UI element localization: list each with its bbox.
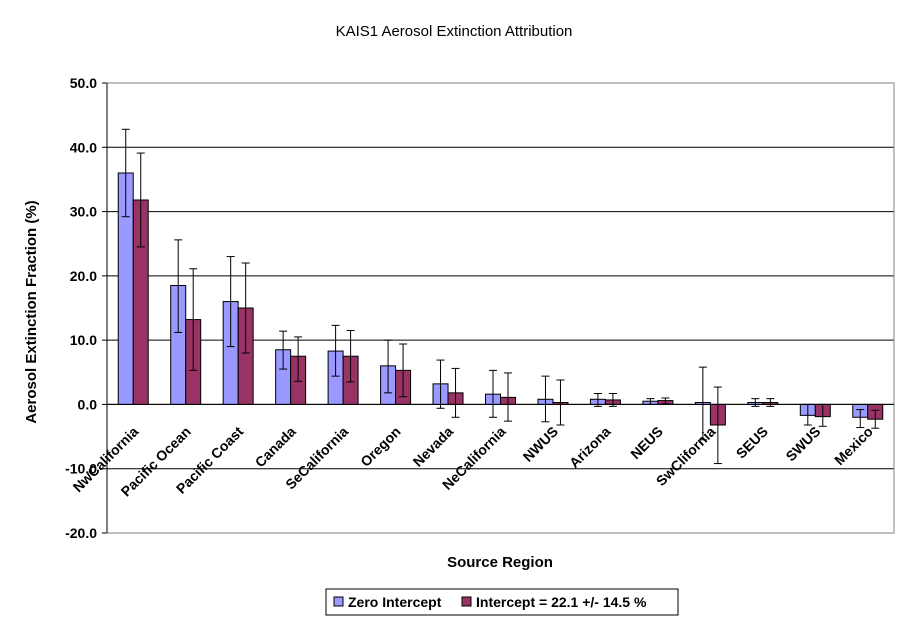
y-tick-label: -10.0: [65, 461, 97, 477]
x-axis-label: Source Region: [447, 554, 553, 571]
y-tick-label: 40.0: [70, 139, 97, 155]
category-label: SEUS: [733, 423, 771, 461]
category-label: Mexico: [831, 423, 876, 468]
category-label: NEUS: [627, 423, 666, 462]
y-tick-label: 50.0: [70, 75, 97, 91]
chart-title: KAIS1 Aerosol Extinction Attribution: [336, 23, 573, 40]
category-label: NWUS: [520, 423, 562, 465]
category-label: Oregon: [357, 423, 404, 470]
y-tick-label: -20.0: [65, 525, 97, 541]
legend-swatch: [461, 596, 472, 607]
legend-box: [325, 588, 679, 616]
y-tick-label: 0.0: [78, 396, 98, 412]
legend-label: Zero Intercept: [348, 594, 442, 610]
y-axis-label: Aerosol Extinction Fraction (%): [23, 200, 40, 423]
category-label: Canada: [252, 423, 299, 470]
category-label: SWUS: [782, 423, 823, 464]
legend: Zero Intercept Intercept = 22.1 +/- 14.5 …: [325, 588, 679, 616]
legend-swatch: [333, 596, 344, 607]
category-label: Nevada: [410, 423, 457, 470]
y-tick-label: 30.0: [70, 204, 97, 220]
legend-label: Intercept = 22.1 +/- 14.5 %: [476, 594, 647, 610]
plot-area: 50.040.030.020.010.00.0-10.0-20.0NwCalif…: [65, 75, 895, 541]
y-tick-label: 10.0: [70, 332, 97, 348]
y-tick-label: 20.0: [70, 268, 97, 284]
category-label: Arizona: [566, 423, 614, 471]
